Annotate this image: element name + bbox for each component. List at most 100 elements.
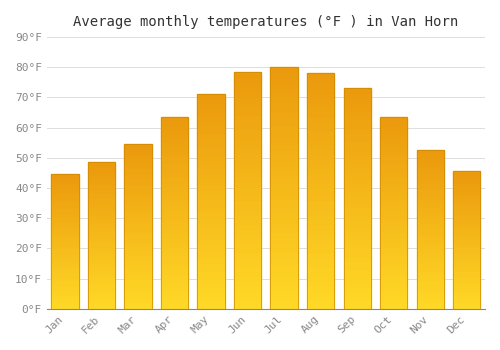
- Bar: [453, 174, 480, 177]
- Bar: [307, 172, 334, 177]
- Bar: [344, 230, 371, 234]
- Bar: [380, 286, 407, 289]
- Bar: [453, 301, 480, 303]
- Bar: [88, 300, 116, 303]
- Bar: [270, 251, 298, 256]
- Bar: [124, 240, 152, 243]
- Bar: [344, 260, 371, 265]
- Bar: [453, 270, 480, 273]
- Bar: [161, 194, 188, 198]
- Bar: [52, 247, 79, 250]
- Bar: [453, 287, 480, 289]
- Bar: [307, 205, 334, 210]
- Bar: [416, 264, 444, 267]
- Bar: [307, 153, 334, 158]
- Bar: [307, 144, 334, 149]
- Bar: [124, 289, 152, 292]
- Bar: [124, 292, 152, 296]
- Bar: [270, 289, 298, 294]
- Bar: [52, 298, 79, 301]
- Bar: [344, 163, 371, 168]
- Bar: [234, 271, 262, 275]
- Bar: [307, 106, 334, 111]
- Bar: [307, 88, 334, 92]
- Bar: [234, 214, 262, 219]
- Bar: [161, 178, 188, 182]
- Bar: [380, 121, 407, 125]
- Bar: [198, 125, 225, 129]
- Bar: [52, 196, 79, 198]
- Bar: [198, 240, 225, 244]
- Bar: [453, 240, 480, 243]
- Bar: [88, 168, 116, 171]
- Bar: [198, 304, 225, 309]
- Bar: [416, 169, 444, 173]
- Bar: [198, 167, 225, 172]
- Bar: [124, 230, 152, 233]
- Bar: [198, 94, 225, 99]
- Bar: [88, 212, 116, 215]
- Bar: [416, 220, 444, 223]
- Bar: [307, 295, 334, 299]
- Bar: [453, 229, 480, 232]
- Bar: [344, 133, 371, 137]
- Bar: [380, 152, 407, 155]
- Bar: [124, 223, 152, 226]
- Bar: [161, 259, 188, 263]
- Bar: [161, 278, 188, 282]
- Bar: [344, 247, 371, 251]
- Bar: [307, 276, 334, 280]
- Bar: [234, 238, 262, 243]
- Bar: [52, 188, 79, 190]
- Bar: [234, 228, 262, 233]
- Bar: [270, 212, 298, 217]
- Bar: [161, 220, 188, 224]
- Bar: [161, 236, 188, 240]
- Bar: [234, 280, 262, 285]
- Bar: [416, 195, 444, 198]
- Bar: [453, 202, 480, 204]
- Bar: [270, 169, 298, 174]
- Bar: [416, 223, 444, 226]
- Bar: [88, 203, 116, 206]
- Bar: [453, 289, 480, 292]
- Bar: [161, 297, 188, 301]
- Bar: [161, 121, 188, 125]
- Bar: [88, 174, 116, 177]
- Bar: [198, 103, 225, 107]
- Bar: [416, 284, 444, 287]
- Bar: [124, 282, 152, 286]
- Bar: [234, 243, 262, 247]
- Bar: [416, 280, 444, 284]
- Bar: [380, 255, 407, 259]
- Bar: [88, 177, 116, 180]
- Bar: [124, 190, 152, 194]
- Bar: [453, 267, 480, 270]
- Bar: [124, 194, 152, 197]
- Bar: [270, 164, 298, 169]
- Bar: [88, 224, 116, 227]
- Bar: [52, 204, 79, 206]
- Bar: [453, 276, 480, 279]
- Bar: [52, 212, 79, 215]
- Bar: [344, 238, 371, 243]
- Bar: [344, 137, 371, 141]
- Bar: [88, 253, 116, 256]
- Bar: [124, 148, 152, 151]
- Bar: [270, 86, 298, 91]
- Bar: [88, 227, 116, 230]
- Bar: [380, 190, 407, 194]
- Bar: [453, 212, 480, 215]
- Bar: [416, 277, 444, 280]
- Bar: [307, 120, 334, 125]
- Bar: [307, 102, 334, 106]
- Bar: [416, 207, 444, 210]
- Bar: [234, 129, 262, 133]
- Bar: [161, 267, 188, 271]
- Bar: [453, 262, 480, 265]
- Bar: [198, 296, 225, 300]
- Bar: [270, 304, 298, 309]
- Bar: [380, 297, 407, 301]
- Bar: [416, 299, 444, 302]
- Bar: [88, 195, 116, 197]
